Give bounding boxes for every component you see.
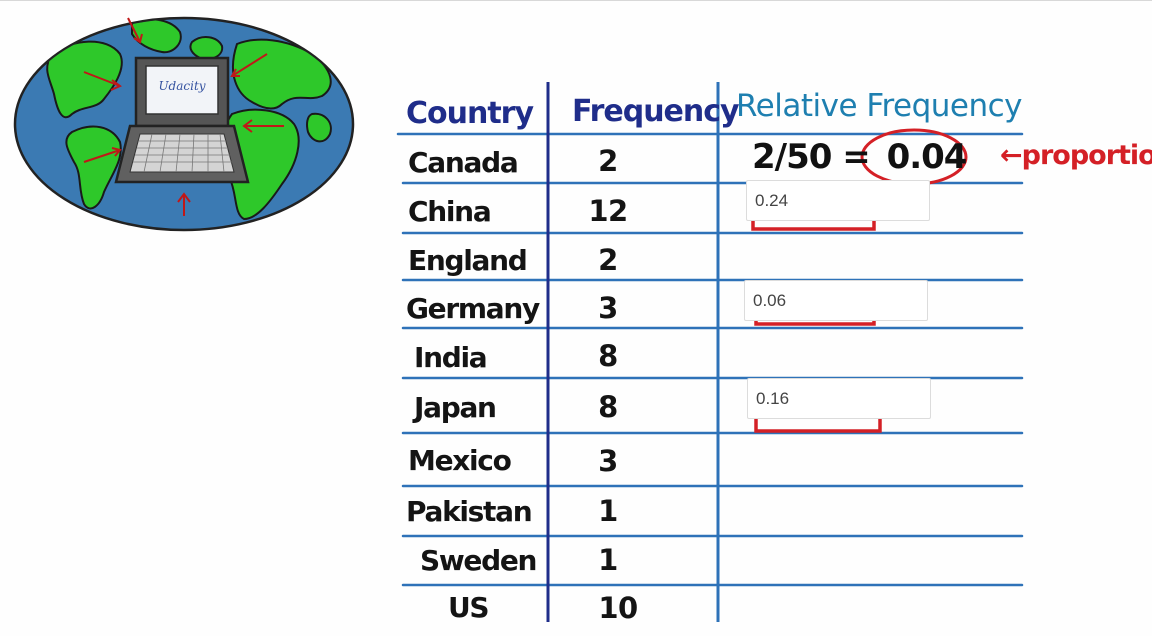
header-country: Country [406, 96, 534, 131]
frequency-cell: 2 [598, 243, 618, 277]
country-cell: England [408, 244, 528, 277]
country-cell: Germany [406, 292, 540, 325]
germany-answer-input[interactable] [744, 280, 928, 321]
proportion-annotation: ←proportion [1000, 140, 1152, 171]
equation-left: 2/50 = [752, 137, 871, 177]
frequency-cell: 3 [598, 444, 618, 478]
china-answer-input[interactable] [746, 180, 930, 221]
header-frequency: Frequency [572, 94, 740, 129]
country-cell: US [448, 591, 490, 624]
frequency-cell: 8 [598, 390, 618, 424]
frequency-cell: 2 [598, 144, 618, 178]
country-cell: Pakistan [406, 495, 533, 528]
frequency-cell: 8 [598, 339, 618, 373]
frequency-cell: 1 [598, 494, 618, 528]
frequency-cell: 1 [598, 543, 618, 577]
equation-result: 0.04 [886, 137, 968, 177]
country-cell: Sweden [420, 544, 538, 577]
country-cell: Mexico [408, 444, 512, 477]
japan-answer-input[interactable] [747, 378, 931, 419]
frequency-cell: 12 [588, 194, 628, 228]
example-equation: 2/50 = 0.04 [752, 137, 968, 177]
globe-laptop-logo: Udacity [13, 16, 355, 232]
country-cell: Canada [408, 146, 519, 179]
country-cell: China [408, 195, 492, 228]
laptop-icon [114, 56, 250, 184]
frequency-cell: 3 [598, 291, 618, 325]
country-cell: Japan [414, 391, 497, 424]
top-divider [0, 0, 1152, 1]
country-cell: India [414, 341, 488, 374]
frequency-cell: 10 [598, 591, 638, 625]
header-relative-frequency: Relative Frequency [736, 88, 1023, 124]
logo-text: Udacity [158, 79, 205, 93]
